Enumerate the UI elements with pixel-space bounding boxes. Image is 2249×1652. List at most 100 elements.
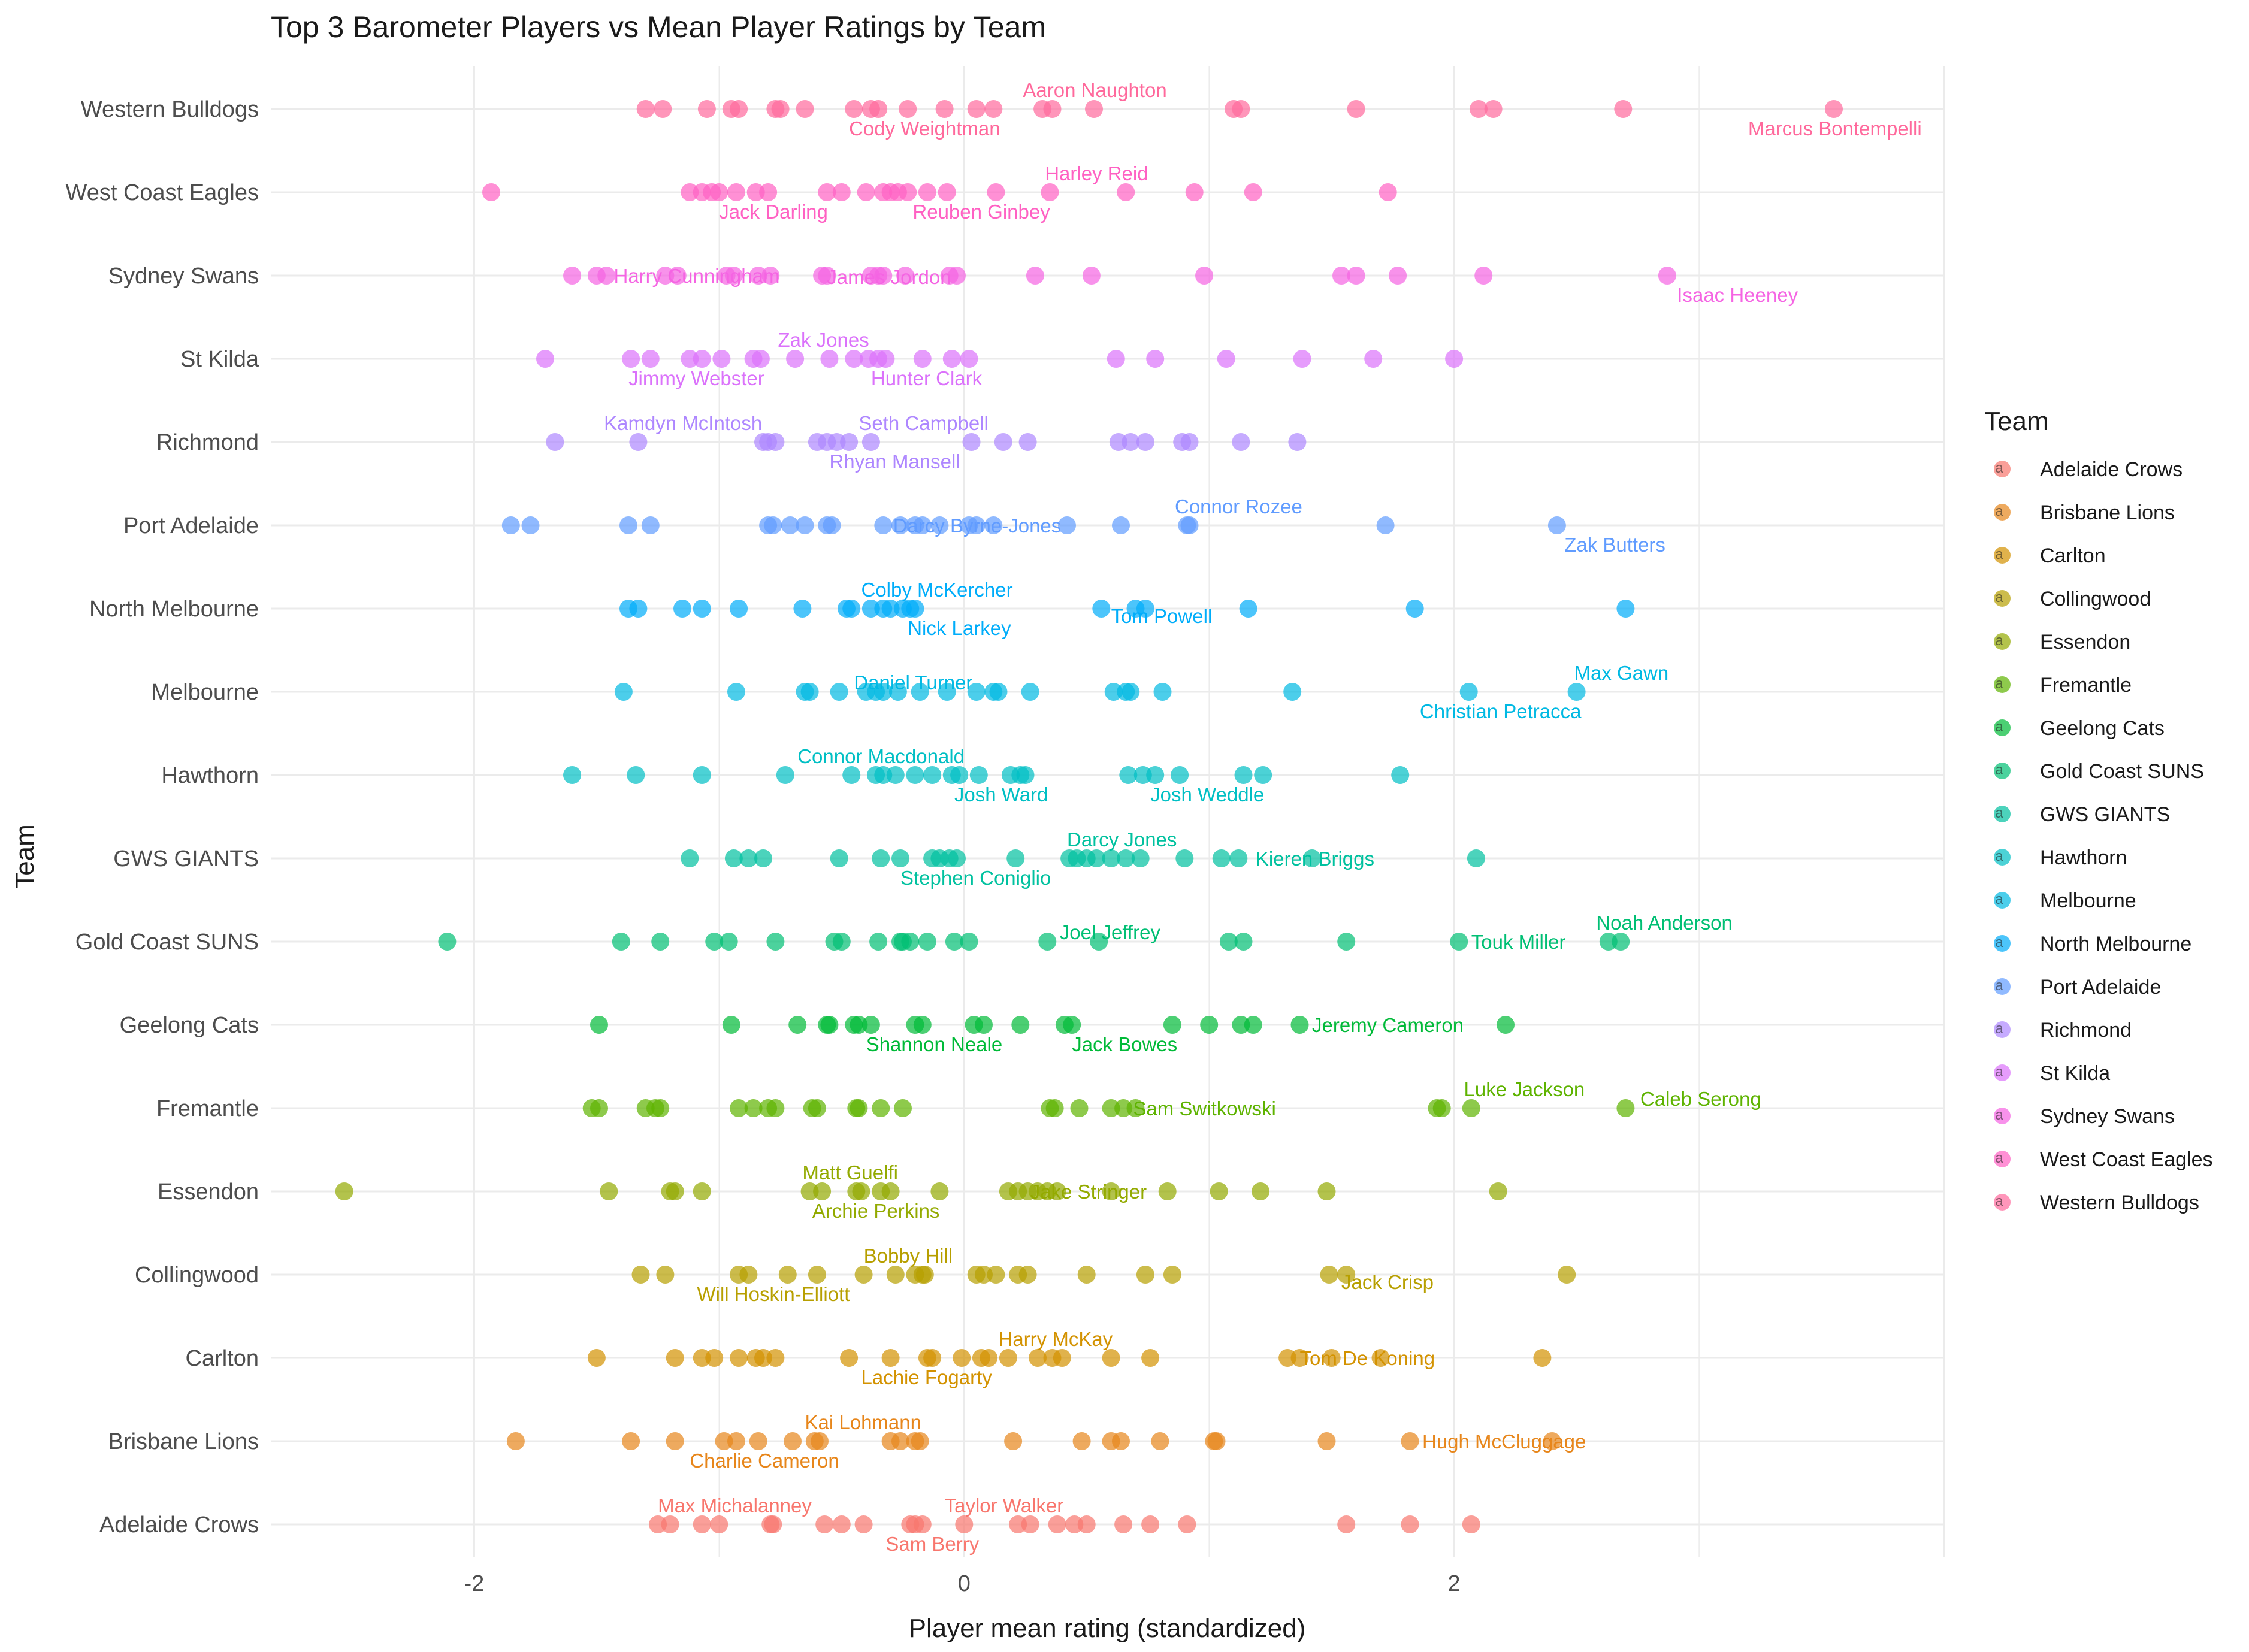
point-essendon (1489, 1182, 1507, 1200)
point-geelong-cats (1497, 1016, 1515, 1034)
point-melbourne (1021, 683, 1039, 701)
annotation-stephen-coniglio: Stephen Coniglio (900, 867, 1051, 889)
point-melbourne (874, 683, 893, 701)
point-gws-giants (724, 849, 743, 867)
annotation-lachie-fogarty: Lachie Fogarty (861, 1366, 993, 1388)
legend-key-north-melbourne (1994, 935, 2011, 952)
data-points (335, 100, 1843, 1533)
point-adelaide-crows (764, 1515, 782, 1533)
point-western-bulldogs (1484, 100, 1503, 118)
point-west-coast-eagles (857, 183, 875, 201)
legend-label-sydney-swans: Sydney Swans (2040, 1105, 2175, 1128)
point-collingwood (739, 1266, 758, 1284)
y-axis-label: Team (10, 824, 40, 889)
point-hawthorn (1234, 766, 1253, 784)
legend-key-carlton (1994, 547, 2011, 564)
legend-key-glyph: a (1995, 676, 2003, 692)
point-st-kilda (960, 350, 978, 368)
legend-key-hawthorn (1994, 849, 2011, 866)
point-adelaide-crows (1401, 1515, 1419, 1533)
point-hawthorn (1254, 766, 1272, 784)
point-collingwood (631, 1266, 650, 1284)
point-western-bulldogs (984, 100, 1003, 118)
point-hawthorn (1146, 766, 1165, 784)
point-port-adelaide (823, 516, 841, 534)
legend-label-adelaide-crows: Adelaide Crows (2040, 458, 2183, 481)
legend-label-carlton: Carlton (2040, 544, 2106, 567)
point-st-kilda (641, 350, 660, 368)
annotation-daniel-turner: Daniel Turner (854, 671, 972, 694)
point-sydney-swans (896, 267, 915, 285)
legend-key-brisbane-lions (1994, 504, 2011, 521)
point-north-melbourne (693, 600, 711, 618)
point-adelaide-crows (913, 1515, 932, 1533)
point-geelong-cats (861, 1016, 880, 1034)
point-st-kilda (712, 350, 731, 368)
point-western-bulldogs (845, 100, 863, 118)
point-port-adelaide (764, 516, 782, 534)
legend-key-gold-coast-suns (1994, 763, 2011, 779)
point-north-melbourne (1136, 600, 1154, 618)
point-richmond (840, 433, 859, 451)
y-tick-label-western-bulldogs: Western Bulldogs (81, 97, 259, 122)
annotation-darcy-jones: Darcy Jones (1067, 828, 1177, 851)
point-gold-coast-suns (651, 933, 670, 951)
legend-label-brisbane-lions: Brisbane Lions (2040, 501, 2175, 524)
point-gold-coast-suns (832, 933, 851, 951)
point-brisbane-lions (911, 1432, 929, 1450)
point-sydney-swans (1389, 267, 1407, 285)
annotation-zak-butters: Zak Butters (1564, 534, 1665, 556)
legend-key-richmond (1994, 1021, 2011, 1038)
point-brisbane-lions (1112, 1432, 1130, 1450)
annotation-taylor-walker: Taylor Walker (945, 1494, 1064, 1517)
point-western-bulldogs (654, 100, 672, 118)
annotation-jack-darling: Jack Darling (719, 201, 828, 223)
point-port-adelaide (1112, 516, 1130, 534)
annotation-kai-lohmann: Kai Lohmann (805, 1411, 921, 1433)
legend-key-adelaide-crows (1994, 461, 2011, 477)
point-essendon (881, 1182, 900, 1200)
legend-key-glyph: a (1995, 503, 2003, 519)
point-gold-coast-suns (901, 933, 920, 951)
point-gold-coast-suns (705, 933, 724, 951)
point-richmond (1018, 433, 1037, 451)
point-gws-giants (1467, 849, 1485, 867)
point-port-adelaide (930, 516, 949, 534)
point-gws-giants (754, 849, 772, 867)
point-carlton (953, 1349, 971, 1367)
point-gws-giants (1006, 849, 1025, 867)
point-north-melbourne (906, 600, 924, 618)
legend-key-glyph: a (1995, 934, 2003, 951)
point-gws-giants (681, 849, 699, 867)
point-western-bulldogs (1232, 100, 1250, 118)
point-geelong-cats (975, 1016, 993, 1034)
point-carlton (923, 1349, 942, 1367)
point-west-coast-eagles (918, 183, 936, 201)
annotation-matt-guelfi: Matt Guelfi (802, 1161, 898, 1184)
point-sydney-swans (724, 267, 743, 285)
point-geelong-cats (1200, 1016, 1219, 1034)
point-west-coast-eagles (1041, 183, 1059, 201)
point-essendon (1317, 1182, 1336, 1200)
point-west-coast-eagles (938, 183, 956, 201)
point-st-kilda (942, 350, 961, 368)
point-richmond (1232, 433, 1250, 451)
point-western-bulldogs (869, 100, 888, 118)
point-hawthorn (693, 766, 711, 784)
point-hawthorn (969, 766, 988, 784)
point-gold-coast-suns (960, 933, 978, 951)
annotation-kieren-briggs: Kieren Briggs (1256, 848, 1374, 870)
point-st-kilda (1364, 350, 1383, 368)
point-essendon (1102, 1182, 1120, 1200)
point-brisbane-lions (1317, 1432, 1336, 1450)
annotation-darcy-byrne-jones: Darcy Byrne-Jones (893, 515, 1062, 537)
x-axis-ticks: -2 0 2 (464, 1571, 1461, 1596)
point-richmond (827, 433, 846, 451)
point-essendon (930, 1182, 949, 1200)
point-richmond (629, 433, 648, 451)
point-gws-giants (1131, 849, 1150, 867)
annotation-jake-stringer: Jake Stringer (1030, 1181, 1147, 1203)
point-geelong-cats (820, 1016, 839, 1034)
point-western-bulldogs (697, 100, 716, 118)
